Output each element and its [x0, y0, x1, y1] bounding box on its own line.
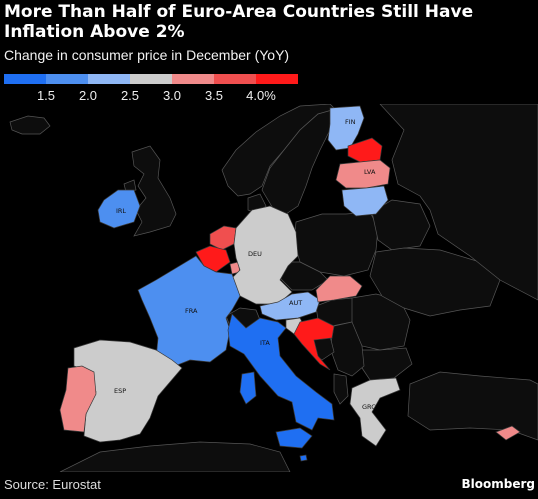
country-bgr — [361, 347, 413, 381]
label-esp: ESP — [114, 387, 126, 395]
country-fra — [137, 255, 241, 369]
label-aut: AUT — [289, 299, 302, 307]
legend-tick: 1.5 — [36, 88, 56, 103]
country-cze — [279, 261, 329, 291]
country-swe — [261, 109, 333, 215]
country-deu — [231, 205, 299, 305]
legend-tick: 3.5 — [204, 88, 224, 103]
country-mlt — [299, 454, 308, 462]
country-pol — [293, 211, 379, 277]
color-legend: 1.5 2.0 2.5 3.0 3.5 4.0% — [4, 74, 299, 108]
label-ita: ITA — [260, 339, 270, 347]
euro-countries — [59, 105, 521, 462]
country-nld — [209, 225, 237, 251]
legend-swatch — [256, 74, 298, 84]
label-irl: IRL — [116, 207, 126, 215]
country-blr — [371, 199, 431, 251]
country-svk — [315, 275, 363, 303]
label-fra: FRA — [185, 307, 198, 315]
country-irl — [97, 189, 141, 229]
country-labels: FIN LVA IRL DEU FRA AUT ITA ESP GRC — [114, 118, 376, 411]
country-ita — [227, 313, 335, 431]
country-gbr — [131, 145, 177, 237]
label-deu: DEU — [248, 250, 262, 258]
non-euro-countries — [9, 104, 538, 472]
map-svg: FIN LVA IRL DEU FRA AUT ITA ESP GRC — [9, 104, 538, 472]
country-grc — [349, 377, 401, 447]
legend-swatch — [130, 74, 172, 84]
legend-tick: 2.5 — [120, 88, 140, 103]
label-grc: GRC — [362, 403, 376, 411]
country-isl — [9, 115, 51, 135]
source-note: Source: Eurostat — [4, 477, 101, 492]
chart-subtitle: Change in consumer price in December (Yo… — [4, 47, 290, 63]
country-cyp — [495, 425, 521, 441]
country-prt — [59, 365, 97, 433]
country-aut — [259, 291, 321, 321]
legend-tick: 2.0 — [78, 88, 98, 103]
country-nir — [123, 179, 137, 193]
country-rus — [379, 104, 538, 301]
country-ukr — [369, 247, 501, 317]
country-ita-sicily — [275, 427, 313, 449]
legend-swatch — [46, 74, 88, 84]
country-north-africa — [59, 441, 291, 472]
legend-color-bar — [4, 74, 298, 84]
legend-tick: 4.0% — [246, 88, 276, 103]
country-tur — [407, 371, 538, 441]
chart-title: More Than Half of Euro-Area Countries St… — [4, 2, 474, 42]
label-fin: FIN — [345, 118, 356, 126]
country-alb — [333, 373, 349, 405]
legend-swatch — [172, 74, 214, 84]
legend-swatch — [214, 74, 256, 84]
legend-swatch — [4, 74, 46, 84]
legend-swatch — [88, 74, 130, 84]
country-ita-sardinia — [239, 371, 257, 405]
country-hrv — [293, 317, 335, 371]
bloomberg-logo: Bloomberg — [461, 477, 536, 491]
country-lva — [335, 159, 391, 189]
label-lva: LVA — [364, 168, 376, 176]
europe-map: FIN LVA IRL DEU FRA AUT ITA ESP GRC — [0, 104, 538, 472]
country-ltu — [341, 185, 389, 217]
legend-tick: 3.0 — [162, 88, 182, 103]
